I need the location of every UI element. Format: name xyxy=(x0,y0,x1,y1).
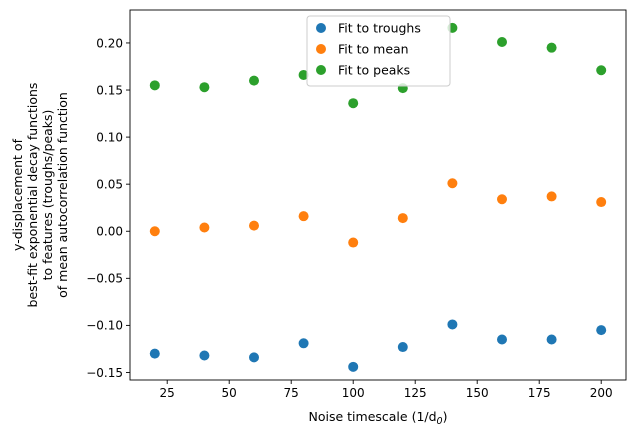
data-point-fit-to-peaks-100 xyxy=(348,98,359,109)
y-tick-label: 0.10 xyxy=(96,130,123,144)
y-tick-label: −0.10 xyxy=(86,319,123,333)
legend: Fit to troughs Fit to mean Fit to peaks xyxy=(306,15,451,87)
data-point-fit-to-mean-60 xyxy=(249,220,259,231)
x-tick-label: 150 xyxy=(466,386,489,400)
data-point-fit-to-troughs-120 xyxy=(397,342,408,353)
data-point-fit-to-troughs-140 xyxy=(447,319,458,330)
x-tick-label: 200 xyxy=(590,386,613,400)
x-axis: 25 50 75 100 125 150 175 200 xyxy=(160,380,613,400)
data-point-fit-to-peaks-200 xyxy=(596,65,607,76)
y-tick-label: 0.15 xyxy=(96,83,123,97)
data-point-fit-to-peaks-180 xyxy=(546,42,557,53)
data-point-fit-to-troughs-60 xyxy=(249,352,259,363)
x-tick-label: 125 xyxy=(404,386,427,400)
data-point-fit-to-mean-120 xyxy=(397,213,408,224)
x-tick-label: 50 xyxy=(222,386,237,400)
data-point-fit-to-mean-80 xyxy=(298,211,309,222)
x-tick-label: 175 xyxy=(528,386,551,400)
y-tick-label: 0.00 xyxy=(96,225,123,239)
data-point-fit-to-troughs-80 xyxy=(298,338,309,349)
data-point-fit-to-mean-100 xyxy=(348,237,359,248)
data-point-fit-to-troughs-100 xyxy=(348,361,359,372)
data-point-fit-to-mean-20 xyxy=(149,226,160,237)
data-point-fit-to-troughs-160 xyxy=(497,334,507,345)
data-point-fit-to-mean-140 xyxy=(447,178,458,189)
y-tick-label: −0.15 xyxy=(86,366,123,380)
legend-marker-troughs xyxy=(316,23,326,33)
data-point-fit-to-peaks-160 xyxy=(497,37,507,48)
data-point-fit-to-troughs-180 xyxy=(546,334,557,345)
data-point-fit-to-mean-40 xyxy=(199,222,210,233)
legend-label-peaks: Fit to peaks xyxy=(338,63,410,78)
data-point-fit-to-troughs-200 xyxy=(596,325,607,336)
y-tick-label: 0.05 xyxy=(96,177,123,191)
y-tick-label: 0.20 xyxy=(96,36,123,50)
data-point-fit-to-mean-160 xyxy=(497,194,507,205)
y-axis-label-line-3: to features (troughs/peaks) xyxy=(40,110,55,281)
x-tick-label: 25 xyxy=(160,386,175,400)
y-axis-label-line-2: best-fit exponential decay functions xyxy=(25,83,40,308)
x-tick-label: 75 xyxy=(284,386,299,400)
legend-marker-mean xyxy=(316,44,326,54)
legend-marker-peaks xyxy=(316,65,326,75)
data-point-fit-to-troughs-40 xyxy=(199,350,210,361)
data-point-fit-to-mean-200 xyxy=(596,197,607,208)
legend-label-mean: Fit to mean xyxy=(338,42,409,57)
y-axis-label-line-4: of mean autocorrelation function xyxy=(55,92,70,298)
x-axis-label: Noise timescale (1/d0) xyxy=(309,409,448,427)
legend-box xyxy=(306,15,451,87)
data-point-fit-to-troughs-20 xyxy=(149,348,160,359)
data-point-fit-to-peaks-60 xyxy=(249,75,259,86)
data-point-fit-to-mean-180 xyxy=(546,191,557,202)
y-axis: −0.15 −0.10 −0.05 0.00 0.05 0.10 0.15 0.20 xyxy=(86,36,130,380)
data-point-fit-to-peaks-20 xyxy=(149,80,160,91)
y-axis-label-line-1: y-displacement of xyxy=(10,138,25,251)
data-point-fit-to-peaks-40 xyxy=(199,82,210,93)
legend-label-troughs: Fit to troughs xyxy=(338,21,421,36)
plot-frame xyxy=(129,9,627,381)
data-point-fit-to-peaks-80 xyxy=(298,69,309,80)
x-tick-label: 100 xyxy=(342,386,365,400)
y-tick-label: −0.05 xyxy=(86,272,123,286)
y-axis-label: y-displacement of best-fit exponential d… xyxy=(10,83,70,308)
